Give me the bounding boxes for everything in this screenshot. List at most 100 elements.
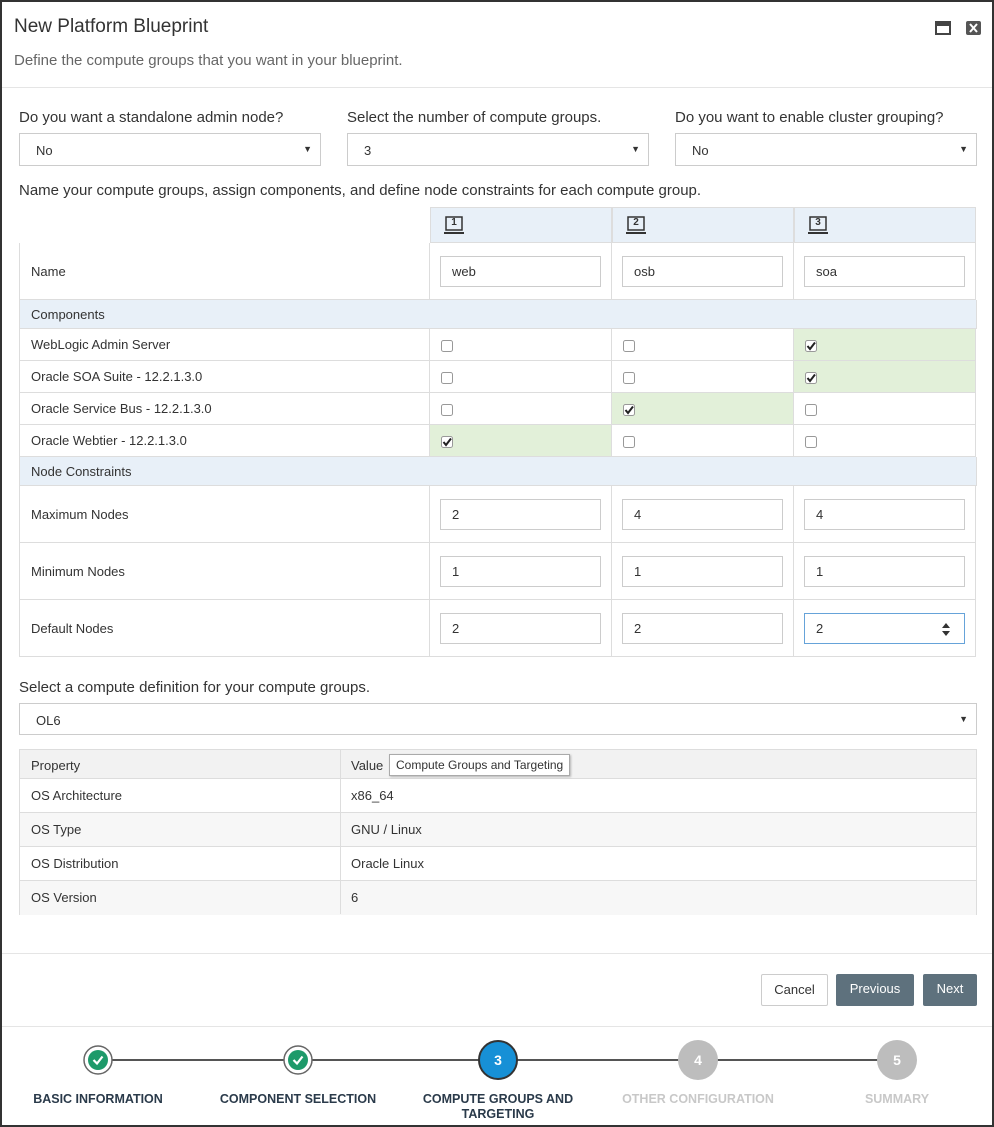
cell xyxy=(430,361,612,393)
checkbox-svg xyxy=(805,436,817,448)
input-value: 4 xyxy=(634,507,642,522)
maximize-icon[interactable] xyxy=(935,21,951,40)
groups-prompt: Name your compute groups, assign compone… xyxy=(19,182,702,199)
checkbox-svg xyxy=(441,340,453,352)
step-number: 4 xyxy=(694,1052,702,1068)
close-icon[interactable] xyxy=(966,21,981,40)
table-cell: OS Version xyxy=(31,890,97,905)
group-icon xyxy=(444,216,464,240)
input-value: 1 xyxy=(452,564,460,579)
table-row: OS Architecture x86_64 xyxy=(20,779,976,813)
select-value: 3 xyxy=(364,143,372,158)
cell: 2 xyxy=(794,600,976,657)
checkbox[interactable] xyxy=(623,371,635,389)
checkbox-svg xyxy=(441,436,453,448)
checkbox[interactable] xyxy=(441,435,453,453)
select[interactable]: No ▼ xyxy=(675,133,977,166)
checkbox[interactable] xyxy=(805,371,817,389)
step-label: COMPUTE GROUPS AND TARGETING xyxy=(422,1092,574,1121)
group-icon xyxy=(808,216,828,240)
empty-header xyxy=(19,207,430,243)
cell xyxy=(794,329,976,361)
row-label: Default Nodes xyxy=(31,620,114,636)
select[interactable]: 3 ▼ xyxy=(347,133,649,166)
row-label: Maximum Nodes xyxy=(31,506,129,522)
step-number: 3 xyxy=(494,1052,502,1068)
step-done-svg xyxy=(83,1045,113,1075)
group-icon xyxy=(626,216,646,240)
text-input[interactable]: 1 xyxy=(804,556,965,587)
checkbox[interactable] xyxy=(441,339,453,357)
row-label: Minimum Nodes xyxy=(31,563,125,579)
header-cell: Property xyxy=(31,758,81,773)
column-header: 1 xyxy=(430,207,612,243)
step-done xyxy=(83,1045,113,1080)
text-input[interactable]: soa xyxy=(804,256,965,287)
checkbox[interactable] xyxy=(805,339,817,357)
row-label-cell: Default Nodes xyxy=(19,600,430,657)
button[interactable]: Previous xyxy=(836,974,914,1006)
checkbox-svg xyxy=(805,404,817,416)
caret: ▼ xyxy=(303,144,312,154)
divider xyxy=(2,1026,992,1027)
checkbox[interactable] xyxy=(441,403,453,421)
table-cell: OS Architecture xyxy=(31,788,123,803)
step-connector xyxy=(98,1059,298,1061)
text-input[interactable]: 1 xyxy=(440,556,601,587)
cell xyxy=(794,425,976,457)
column-number: 1 xyxy=(451,217,457,228)
tooltip: Compute Groups and Targeting xyxy=(389,754,571,776)
text-input[interactable]: 2 xyxy=(622,613,783,644)
select-value: No xyxy=(36,143,53,158)
table-cell: x86_64 xyxy=(351,788,394,803)
input-value: osb xyxy=(634,264,655,279)
cell xyxy=(612,329,794,361)
cell xyxy=(794,393,976,425)
checkbox[interactable] xyxy=(623,403,635,421)
checkbox-svg xyxy=(441,372,453,384)
checkbox[interactable] xyxy=(805,435,817,453)
input-value: 2 xyxy=(452,621,460,636)
cell: soa xyxy=(794,243,976,300)
checkbox[interactable] xyxy=(623,339,635,357)
button[interactable]: Cancel xyxy=(761,974,828,1006)
spinner xyxy=(942,623,950,639)
cell xyxy=(612,425,794,457)
step-label: OTHER CONFIGURATION xyxy=(622,1092,774,1106)
input-value: 2 xyxy=(452,507,460,522)
group-table: 1 2 3 Name web osb soa Components WebLogic Admin… xyxy=(19,207,977,657)
text-input[interactable]: 4 xyxy=(622,499,783,530)
row-label: Name xyxy=(31,263,66,279)
dialog-subtitle: Define the compute groups that you want … xyxy=(14,52,403,69)
table-cell: 6 xyxy=(351,890,359,905)
text-input[interactable]: 4 xyxy=(804,499,965,530)
cell xyxy=(430,425,612,457)
text-input[interactable]: 2 xyxy=(440,499,601,530)
button[interactable]: Next xyxy=(923,974,977,1006)
checkbox-svg xyxy=(623,436,635,448)
table-row: OS Distribution Oracle Linux xyxy=(20,847,976,881)
select[interactable]: OL6 ▼ xyxy=(19,703,977,735)
text-input[interactable]: 2 xyxy=(440,613,601,644)
select[interactable]: No ▼ xyxy=(19,133,321,166)
text-input[interactable]: osb xyxy=(622,256,783,287)
row-label: WebLogic Admin Server xyxy=(31,337,171,352)
text-input[interactable]: web xyxy=(440,256,601,287)
cell: web xyxy=(430,243,612,300)
group-icon-svg xyxy=(626,216,646,234)
cell: osb xyxy=(612,243,794,300)
text-input[interactable]: 2 xyxy=(804,613,965,644)
table-cell: GNU / Linux xyxy=(351,822,422,837)
cell: 1 xyxy=(794,543,976,600)
cell: 2 xyxy=(430,600,612,657)
checkbox-svg xyxy=(805,340,817,352)
checkbox[interactable] xyxy=(805,403,817,421)
checkbox[interactable] xyxy=(441,371,453,389)
step-label: BASIC INFORMATION xyxy=(33,1092,163,1106)
group-icon-svg xyxy=(444,216,464,234)
input-value: 2 xyxy=(816,621,824,636)
step-number: 5 xyxy=(893,1052,901,1068)
text-input[interactable]: 1 xyxy=(622,556,783,587)
table-cell: OS Distribution xyxy=(31,856,119,871)
checkbox[interactable] xyxy=(623,435,635,453)
